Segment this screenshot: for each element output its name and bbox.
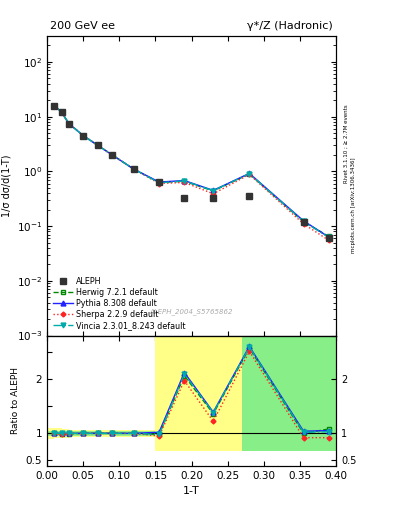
Herwig 7.2.1 default (95, 142, 100, 148)
Vincia 2.3.01_8.243 default (110, 152, 114, 158)
Vincia 2.3.01_8.243 default (66, 120, 71, 126)
Sherpa 2.2.9 default (247, 172, 252, 178)
Text: ALEPH_2004_S5765862: ALEPH_2004_S5765862 (150, 308, 233, 314)
Pythia 8.308 default (52, 102, 57, 109)
Pythia 8.308 default (95, 142, 100, 148)
Text: mcplots.cern.ch [arXiv:1306.3436]: mcplots.cern.ch [arXiv:1306.3436] (351, 157, 356, 252)
Herwig 7.2.1 default (211, 188, 216, 194)
Line: Herwig 7.2.1 default: Herwig 7.2.1 default (52, 103, 331, 239)
Herwig 7.2.1 default (247, 171, 252, 177)
Pythia 8.308 default (59, 109, 64, 115)
Herwig 7.2.1 default (52, 102, 57, 109)
ALEPH (182, 196, 187, 202)
Pythia 8.308 default (301, 218, 306, 224)
Sherpa 2.2.9 default (66, 120, 71, 126)
X-axis label: 1-T: 1-T (183, 486, 200, 496)
Pythia 8.308 default (110, 152, 114, 158)
ALEPH (327, 235, 331, 241)
Sherpa 2.2.9 default (211, 190, 216, 197)
ALEPH (157, 179, 162, 185)
Line: ALEPH: ALEPH (51, 103, 332, 241)
Herwig 7.2.1 default (182, 178, 187, 184)
Herwig 7.2.1 default (66, 120, 71, 126)
Pythia 8.308 default (132, 166, 136, 172)
ALEPH (211, 196, 216, 202)
Herwig 7.2.1 default (59, 109, 64, 115)
ALEPH (66, 120, 71, 126)
Line: Sherpa 2.2.9 default: Sherpa 2.2.9 default (53, 104, 331, 242)
Legend: ALEPH, Herwig 7.2.1 default, Pythia 8.308 default, Sherpa 2.2.9 default, Vincia : ALEPH, Herwig 7.2.1 default, Pythia 8.30… (51, 275, 187, 332)
Sherpa 2.2.9 default (95, 142, 100, 148)
Vincia 2.3.01_8.243 default (95, 142, 100, 148)
Text: γ*/Z (Hadronic): γ*/Z (Hadronic) (247, 22, 333, 31)
ALEPH (132, 166, 136, 172)
Herwig 7.2.1 default (301, 219, 306, 225)
Sherpa 2.2.9 default (157, 180, 162, 186)
Pythia 8.308 default (247, 170, 252, 177)
Herwig 7.2.1 default (81, 133, 86, 139)
Vincia 2.3.01_8.243 default (157, 180, 162, 186)
Herwig 7.2.1 default (157, 179, 162, 185)
ALEPH (81, 133, 86, 139)
Vincia 2.3.01_8.243 default (301, 218, 306, 224)
Pythia 8.308 default (81, 133, 86, 139)
Herwig 7.2.1 default (132, 166, 136, 172)
Vincia 2.3.01_8.243 default (327, 234, 331, 241)
Sherpa 2.2.9 default (182, 179, 187, 185)
ALEPH (110, 152, 114, 158)
ALEPH (52, 102, 57, 109)
Vincia 2.3.01_8.243 default (52, 102, 57, 109)
Vincia 2.3.01_8.243 default (211, 187, 216, 194)
Y-axis label: 1/σ dσ/d(1-T): 1/σ dσ/d(1-T) (1, 155, 11, 217)
Sherpa 2.2.9 default (110, 152, 114, 158)
Pythia 8.308 default (327, 234, 331, 240)
Vincia 2.3.01_8.243 default (81, 133, 86, 139)
Line: Vincia 2.3.01_8.243 default: Vincia 2.3.01_8.243 default (52, 103, 331, 240)
Y-axis label: Ratio to ALEPH: Ratio to ALEPH (11, 367, 20, 434)
Text: Rivet 3.1.10 ; ≥ 2.7M events: Rivet 3.1.10 ; ≥ 2.7M events (344, 104, 349, 183)
Pythia 8.308 default (66, 120, 71, 126)
Line: Pythia 8.308 default: Pythia 8.308 default (52, 103, 331, 240)
Sherpa 2.2.9 default (59, 109, 64, 115)
Pythia 8.308 default (157, 179, 162, 185)
Sherpa 2.2.9 default (132, 166, 136, 172)
Text: 200 GeV ee: 200 GeV ee (50, 22, 115, 31)
Sherpa 2.2.9 default (301, 221, 306, 227)
Sherpa 2.2.9 default (52, 102, 57, 109)
ALEPH (301, 219, 306, 225)
Pythia 8.308 default (211, 187, 216, 194)
Vincia 2.3.01_8.243 default (182, 178, 187, 184)
Pythia 8.308 default (182, 178, 187, 184)
Herwig 7.2.1 default (110, 152, 114, 158)
Vincia 2.3.01_8.243 default (247, 170, 252, 177)
ALEPH (95, 142, 100, 148)
ALEPH (247, 194, 252, 200)
Sherpa 2.2.9 default (327, 237, 331, 243)
ALEPH (59, 109, 64, 115)
Vincia 2.3.01_8.243 default (132, 166, 136, 172)
Vincia 2.3.01_8.243 default (59, 109, 64, 115)
Herwig 7.2.1 default (327, 233, 331, 240)
Sherpa 2.2.9 default (81, 133, 86, 139)
